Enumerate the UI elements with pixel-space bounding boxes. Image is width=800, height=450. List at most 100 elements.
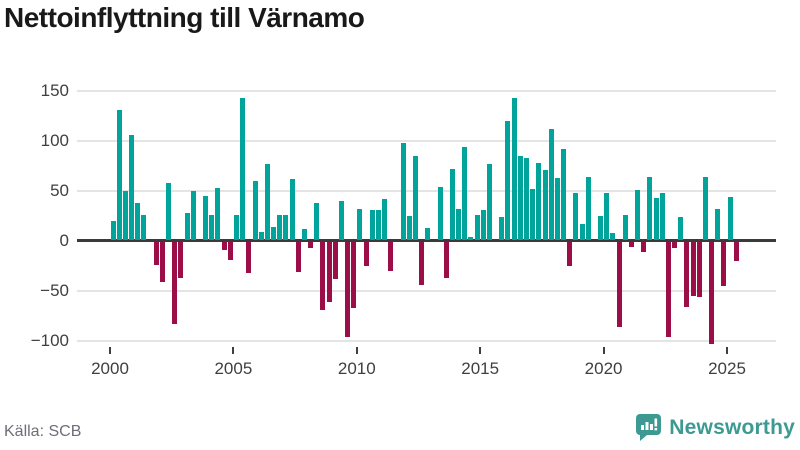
bar: [332, 242, 338, 279]
x-axis-tick-label: 2000: [91, 359, 129, 378]
bar: [579, 224, 585, 240]
x-axis-tick-label: 2025: [708, 359, 746, 378]
bar: [715, 209, 721, 240]
bar: [419, 242, 425, 285]
bar: [511, 98, 517, 240]
bar: [567, 242, 573, 266]
bar: [517, 156, 523, 240]
y-axis-tick-label: 0: [59, 231, 69, 250]
bar: [486, 164, 492, 240]
bar: [449, 169, 455, 240]
bar: [141, 215, 147, 240]
y-axis-tick-label: −100: [30, 331, 69, 350]
gridline: [77, 140, 776, 142]
x-axis-tick-label: 2005: [214, 359, 253, 378]
bar: [326, 242, 332, 302]
bar: [388, 242, 394, 271]
bar: [702, 177, 708, 240]
bar: [338, 201, 344, 240]
bar: [628, 242, 634, 247]
gridline: [77, 190, 776, 192]
bar: [696, 242, 702, 297]
bar: [283, 215, 289, 240]
bar: [468, 237, 474, 240]
bar: [110, 221, 116, 240]
x-axis-tick-label: 2015: [461, 359, 500, 378]
bar: [690, 242, 696, 296]
bar: [733, 242, 739, 261]
bar: [561, 149, 566, 240]
bar: [598, 216, 604, 240]
bar: [641, 242, 647, 252]
bar: [573, 193, 579, 240]
bar: [122, 191, 128, 240]
bar: [437, 187, 443, 240]
bar: [184, 213, 190, 240]
bar: [672, 242, 678, 248]
bar: [129, 135, 135, 240]
newsworthy-bubble-chart-icon: [636, 414, 662, 441]
bar: [159, 242, 165, 282]
bar: [252, 181, 258, 240]
bar: [622, 215, 628, 240]
newsworthy-brand-name: Newsworthy: [669, 415, 795, 439]
bar: [264, 164, 270, 240]
bar: [345, 242, 351, 337]
bar: [536, 163, 542, 240]
x-axis-tick-mark: [109, 347, 111, 354]
bar: [203, 196, 209, 240]
x-axis-tick-mark: [726, 347, 728, 354]
bar: [190, 191, 196, 240]
y-axis-tick-label: −50: [40, 281, 69, 300]
bar: [412, 156, 418, 240]
bar: [616, 242, 622, 327]
bar: [610, 233, 616, 240]
bar: [215, 188, 221, 240]
bar: [542, 170, 548, 240]
bar: [153, 242, 159, 265]
bar: [295, 242, 301, 272]
bar: [523, 158, 529, 240]
bar: [462, 147, 468, 240]
bar: [530, 189, 536, 240]
bar: [425, 228, 431, 240]
y-axis-tick-label: 100: [40, 131, 69, 150]
bar: [604, 193, 610, 240]
gridline: [77, 340, 776, 342]
bar: [271, 227, 277, 240]
bar: [653, 198, 659, 240]
bar: [289, 179, 295, 240]
bar: [172, 242, 178, 324]
newsworthy-logo: Newsworthy: [635, 413, 795, 442]
bar: [499, 217, 505, 240]
bar: [369, 210, 375, 240]
bar: [166, 183, 172, 240]
bar: [456, 209, 462, 240]
bar: [135, 203, 141, 240]
bar: [727, 197, 733, 240]
bar: [301, 229, 307, 240]
x-axis-tick-mark: [232, 347, 235, 354]
bar: [684, 242, 690, 307]
x-axis-tick-label: 2020: [584, 359, 623, 378]
bar: [178, 242, 184, 278]
chart-title: Nettoinflyttning till Värnamo: [4, 2, 365, 33]
bar: [320, 242, 326, 310]
bar: [240, 98, 246, 240]
bar: [375, 210, 381, 240]
zero-axis-line: [77, 239, 776, 242]
bar: [709, 242, 715, 344]
bar: [314, 203, 320, 240]
bar: [221, 242, 227, 250]
bar: [277, 215, 283, 240]
bar: [647, 177, 653, 240]
bar: [721, 242, 727, 286]
x-axis-tick-label: 2010: [337, 359, 376, 378]
bar: [480, 210, 486, 240]
bar: [382, 199, 388, 240]
bar: [400, 143, 406, 240]
y-axis-tick-label: 150: [40, 81, 69, 100]
bar: [246, 242, 252, 273]
bar: [474, 215, 480, 240]
